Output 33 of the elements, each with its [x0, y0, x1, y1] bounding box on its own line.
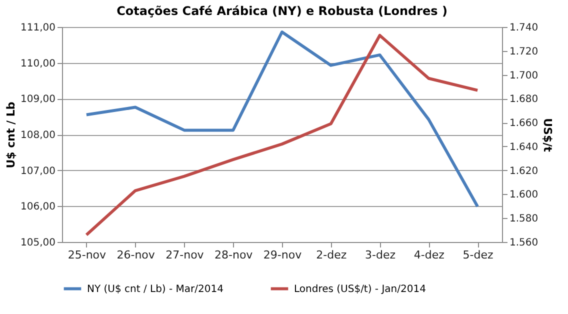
- chart-title: Cotações Café Arábica (NY) e Robusta (Londres ): [116, 4, 448, 18]
- y2-tick-label: 1.620: [510, 166, 538, 177]
- x-tick-label: 2-dez: [316, 248, 347, 262]
- y2-tick-label: 1.660: [510, 118, 538, 130]
- y-tick-label: 109,00: [20, 94, 56, 106]
- y2-tick-label: 1.600: [510, 190, 538, 201]
- x-tick-label: 26-nov: [116, 248, 156, 262]
- x-tick-label: 28-nov: [214, 248, 254, 262]
- y2-tick-label: 1.680: [510, 94, 538, 106]
- legend-label: NY (U$ cnt / Lb) - Mar/2014: [87, 284, 224, 295]
- y-tick-label: 106,00: [20, 202, 56, 213]
- y2-tick-label: 1.640: [510, 142, 538, 153]
- x-tick-label: 25-nov: [68, 248, 107, 262]
- line-series: [84, 30, 480, 208]
- y2-tick-label: 1.740: [510, 22, 538, 34]
- y-tick-label: 105,00: [20, 238, 56, 248]
- y2-tick-label: 1.580: [510, 214, 538, 225]
- y2-tick-label: 1.720: [510, 46, 538, 58]
- y2-tick-label: 1.560: [510, 238, 538, 248]
- x-tick-label: 4-dez: [414, 248, 445, 262]
- y-axis-title: U$ cnt / Lb: [4, 102, 18, 168]
- y2-axis-title: US$/t: [541, 118, 554, 152]
- legend-label: Londres (US$/t) - Jan/2014: [294, 284, 426, 295]
- y-tick-label: 107,00: [20, 166, 56, 177]
- y2-tick-label: 1.700: [510, 70, 538, 82]
- line-series: [84, 34, 480, 236]
- x-tick-label: 5-dez: [462, 248, 494, 262]
- y-tick-label: 111,00: [20, 22, 56, 34]
- y-tick-label: 110,00: [20, 58, 56, 70]
- y-tick-label: 108,00: [20, 130, 56, 141]
- x-tick-label: 27-nov: [166, 248, 204, 262]
- x-tick-label: 29-nov: [263, 248, 302, 262]
- x-tick-label: 3-dez: [365, 248, 396, 262]
